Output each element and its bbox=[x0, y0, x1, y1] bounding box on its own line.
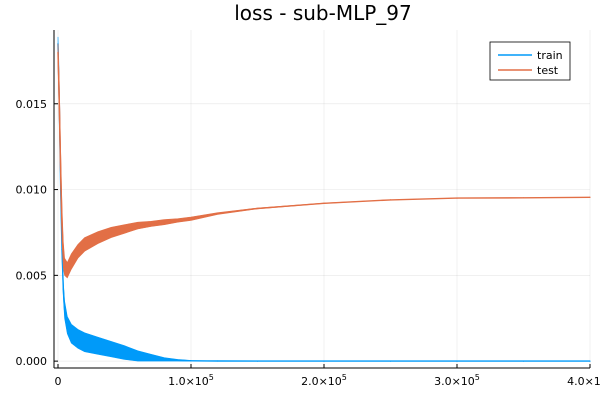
series-train-point bbox=[456, 360, 458, 362]
series-test-point bbox=[190, 218, 192, 220]
series-train-point bbox=[589, 360, 591, 362]
y-tick-label: 0.010 bbox=[16, 184, 48, 197]
y-tick-label: 0.000 bbox=[16, 355, 48, 368]
tick-labels: 0 1.0×105 2.0×105 3.0×105 4.0×105 0.000 0.005 0… bbox=[16, 98, 600, 388]
series-test-point bbox=[64, 266, 66, 268]
series-test-point bbox=[589, 196, 591, 198]
y-tick-label: 0.015 bbox=[16, 98, 48, 111]
series-test-point bbox=[256, 207, 259, 210]
series-test-point bbox=[216, 212, 219, 215]
series-test bbox=[57, 43, 591, 279]
x-tick-label: 4.0×105 bbox=[567, 373, 600, 388]
series-test-point bbox=[58, 103, 60, 105]
series-train-point bbox=[177, 359, 179, 361]
series-test-point bbox=[62, 254, 64, 256]
series-test-point bbox=[137, 224, 139, 227]
series-train-point bbox=[62, 288, 64, 290]
x-tick-label: 3.0×105 bbox=[434, 373, 480, 388]
series-train-point bbox=[389, 360, 392, 362]
series-test-point bbox=[60, 171, 62, 174]
series-train-point bbox=[323, 360, 325, 362]
series-train-point bbox=[83, 341, 86, 343]
series-train-point bbox=[522, 360, 525, 362]
series-test-point bbox=[177, 219, 179, 222]
series-train-point bbox=[163, 358, 165, 361]
y-tick-label: 0.005 bbox=[16, 269, 48, 282]
series-test-point bbox=[456, 197, 458, 199]
series-layer bbox=[57, 36, 591, 362]
series-train-point bbox=[123, 351, 126, 354]
axes bbox=[53, 30, 590, 369]
series-test-point bbox=[163, 221, 165, 223]
series-train-point bbox=[150, 357, 152, 359]
series-test-point bbox=[70, 261, 72, 263]
series-test-point bbox=[323, 202, 325, 204]
x-tick-label: 0 bbox=[54, 375, 61, 388]
grid bbox=[54, 30, 591, 368]
series-test-point bbox=[97, 237, 99, 239]
series-train-point bbox=[216, 360, 219, 362]
chart-title: loss - sub-MLP_97 bbox=[234, 1, 411, 25]
series-test-point bbox=[123, 228, 126, 230]
series-test-point bbox=[389, 199, 392, 201]
legend-label-train: train bbox=[537, 49, 563, 62]
legend: train test bbox=[489, 41, 571, 81]
series-train-point bbox=[70, 333, 72, 335]
series-test-point bbox=[57, 51, 59, 53]
series-train-point bbox=[64, 309, 66, 311]
series-train-point bbox=[110, 348, 112, 350]
x-tick-label: 2.0×105 bbox=[301, 373, 347, 388]
series-test-point bbox=[110, 231, 112, 234]
series-test-point bbox=[61, 223, 63, 225]
series-train-point bbox=[137, 355, 139, 357]
legend-label-test: test bbox=[537, 64, 559, 77]
series-train-point bbox=[97, 345, 99, 347]
x-tick-label: 1.0×105 bbox=[168, 373, 214, 388]
series-test-point bbox=[77, 250, 79, 252]
series-test-point bbox=[66, 269, 68, 271]
series-train-point bbox=[66, 324, 68, 326]
series-test-point bbox=[150, 223, 152, 225]
series-train-point bbox=[256, 360, 259, 362]
series-test-point bbox=[522, 197, 525, 199]
series-train-point bbox=[77, 338, 79, 340]
series-test-point bbox=[83, 243, 86, 246]
legend-box bbox=[489, 41, 571, 81]
series-train-point bbox=[190, 360, 192, 362]
